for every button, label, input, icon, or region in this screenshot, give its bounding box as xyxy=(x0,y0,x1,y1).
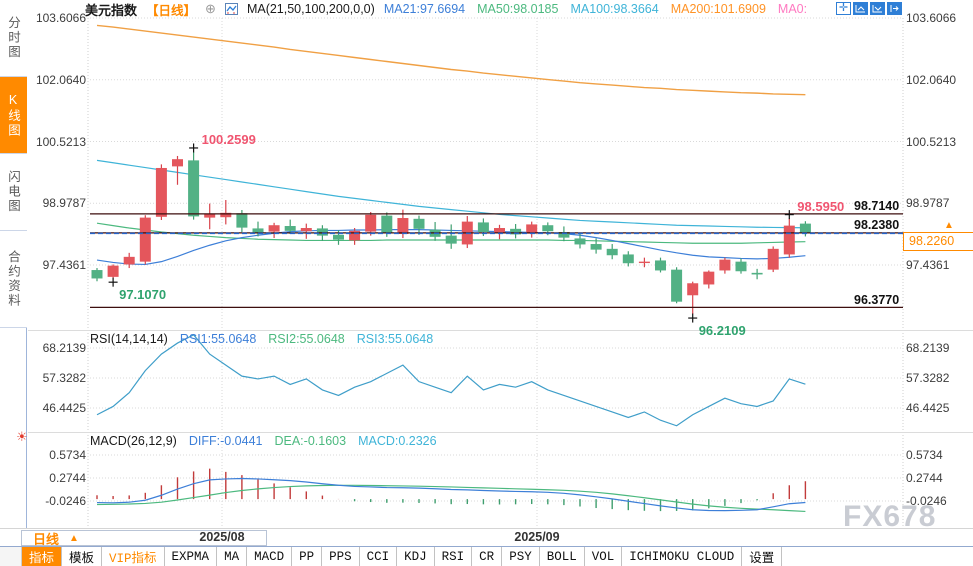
toolbar-button-3[interactable]: EXPMA xyxy=(165,547,218,566)
toolbar-button-8[interactable]: CCI xyxy=(360,547,398,566)
toolbar-button-9[interactable]: KDJ xyxy=(397,547,435,566)
sidebar-tab-label: 合约资料 xyxy=(6,250,20,308)
rsi-value: RSI1:55.0648 xyxy=(179,332,257,346)
chart-header: 美元指数 【日线】 ⊕ MA(21,50,100,200,0,0) MA21:9… xyxy=(85,1,807,18)
toolbar-button-2[interactable]: VIP指标 xyxy=(102,547,165,566)
rsi-title[interactable]: RSI(14,14,14) xyxy=(90,332,168,346)
macd-value: DIFF:-0.0441 xyxy=(188,434,263,448)
crosshair-icon[interactable]: ✛ xyxy=(836,2,851,15)
ma-value: MA50:98.0185 xyxy=(477,2,559,16)
ma-values: MA21:97.6694 MA50:98.0185 MA100:98.3664 MA2… xyxy=(384,2,807,16)
toolbar-button-14[interactable]: VOL xyxy=(585,547,623,566)
hot-indicator-icon[interactable]: ☀ xyxy=(16,429,28,444)
sidebar-tab-3[interactable]: 合约资料 xyxy=(0,231,27,328)
sidebar-tab-1[interactable]: K线图 xyxy=(0,77,27,154)
toolbar-button-13[interactable]: BOLL xyxy=(540,547,585,566)
macd-value: MACD:0.2326 xyxy=(358,434,437,448)
ma-value: MA200:101.6909 xyxy=(670,2,766,16)
toolbar-button-12[interactable]: PSY xyxy=(502,547,540,566)
symbol-title: 美元指数 xyxy=(85,2,138,18)
mini-chart-icon[interactable] xyxy=(224,3,238,15)
period-selector-label: 日线 xyxy=(33,531,60,547)
sidebar-tab-label: 分时图 xyxy=(6,16,20,60)
current-price-value: 98.2260 xyxy=(909,234,955,249)
sidebar-tab-0[interactable]: 分时图 xyxy=(0,0,27,77)
macd-pane-header: MACD(26,12,9) DIFF:-0.0441 DEA:-0.1603 MAC… xyxy=(90,434,437,448)
circle-plus-icon[interactable]: ⊕ xyxy=(205,1,216,16)
pan-right-icon[interactable] xyxy=(887,2,902,15)
toolbar-button-11[interactable]: CR xyxy=(472,547,503,566)
toolbar-spacer xyxy=(0,547,22,566)
sidebar-tab-label: 闪电图 xyxy=(6,170,20,214)
x-axis-month-label: 2025/09 xyxy=(514,530,560,544)
fit-vertical-icon[interactable] xyxy=(853,2,868,15)
price-up-arrow-icon: ▲ xyxy=(944,220,954,232)
fit-horizontal-icon[interactable] xyxy=(870,2,885,15)
window-icons: ✛ xyxy=(836,2,902,15)
period-selector[interactable]: 日线 ▲ xyxy=(21,530,267,547)
toolbar-button-10[interactable]: RSI xyxy=(435,547,473,566)
x-axis-row: 日线 ▲ 2025/08 2025/09 xyxy=(0,528,973,547)
indicator-toolbar: 指标 模板 VIP指标 EXPMA MA MACD PP PPS CCI KDJ RSI CR PSY B… xyxy=(0,546,973,566)
sidebar-tab-2[interactable]: 闪电图 xyxy=(0,154,27,231)
period-selector-arrow-icon: ▲ xyxy=(69,532,79,544)
toolbar-button-6[interactable]: PP xyxy=(292,547,323,566)
sidebar-tab-label: K线图 xyxy=(6,92,20,138)
toolbar-button-15[interactable]: ICHIMOKU CLOUD xyxy=(622,547,743,566)
rsi-value: RSI3:55.0648 xyxy=(356,332,434,346)
macd-title[interactable]: MACD(26,12,9) xyxy=(90,434,177,448)
toolbar-button-7[interactable]: PPS xyxy=(322,547,360,566)
watermark: FX678 xyxy=(843,500,937,533)
ma-value: MA0: xyxy=(777,2,808,16)
period-tag: 【日线】 xyxy=(146,3,197,18)
ma-settings-label[interactable]: MA(21,50,100,200,0,0) xyxy=(246,2,375,16)
rsi-pane-header: RSI(14,14,14) RSI1:55.0648 RSI2:55.0648 RS… xyxy=(90,332,433,346)
ma-value: MA21:97.6694 xyxy=(383,2,466,16)
toolbar-button-0[interactable]: 指标 xyxy=(22,547,63,566)
ma-value: MA100:98.3664 xyxy=(570,2,659,16)
macd-value: DEA:-0.1603 xyxy=(274,434,347,448)
toolbar-button-1[interactable]: 模板 xyxy=(62,547,103,566)
toolbar-button-5[interactable]: MACD xyxy=(247,547,293,566)
pane-separator xyxy=(28,330,973,331)
x-axis-month-label: 2025/08 xyxy=(199,530,245,544)
toolbar-button-4[interactable]: MA xyxy=(217,547,248,566)
pane-separator xyxy=(28,432,973,433)
sidebar: 分时图 K线图闪电图合约资料 xyxy=(0,0,27,566)
rsi-value: RSI2:55.0648 xyxy=(268,332,345,346)
current-price-box: 98.2260 xyxy=(903,232,973,252)
toolbar-button-16[interactable]: 设置 xyxy=(742,547,783,566)
